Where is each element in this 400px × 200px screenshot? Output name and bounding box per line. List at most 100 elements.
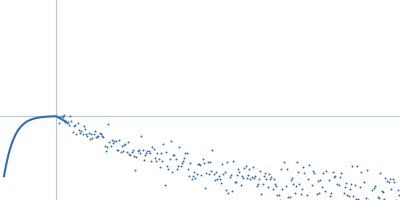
Point bbox=[305, 178, 311, 181]
Point bbox=[234, 173, 240, 176]
Point bbox=[354, 164, 360, 167]
Point bbox=[190, 175, 196, 178]
Point bbox=[336, 184, 342, 187]
Point bbox=[340, 191, 347, 194]
Point bbox=[83, 132, 89, 136]
Point bbox=[136, 148, 142, 151]
Point bbox=[106, 140, 113, 143]
Point bbox=[95, 135, 102, 138]
Point bbox=[133, 156, 140, 159]
Point bbox=[246, 167, 252, 171]
Point bbox=[93, 136, 99, 139]
Point bbox=[62, 120, 68, 123]
Point bbox=[120, 149, 126, 152]
Point bbox=[61, 113, 67, 116]
Point bbox=[391, 181, 397, 184]
Point bbox=[343, 181, 349, 184]
Point bbox=[240, 177, 246, 180]
Point bbox=[105, 122, 112, 126]
Point bbox=[146, 149, 152, 152]
Point bbox=[57, 115, 64, 118]
Point bbox=[388, 187, 395, 191]
Point bbox=[225, 191, 232, 194]
Point bbox=[241, 167, 248, 170]
Point bbox=[108, 145, 114, 148]
Point bbox=[87, 138, 93, 141]
Point bbox=[163, 150, 169, 154]
Point bbox=[296, 182, 303, 185]
Point bbox=[250, 165, 256, 168]
Point bbox=[164, 164, 170, 167]
Point bbox=[209, 148, 216, 152]
Point bbox=[245, 174, 251, 177]
Point bbox=[322, 190, 328, 193]
Point bbox=[67, 115, 74, 118]
Point bbox=[317, 178, 324, 181]
Point bbox=[231, 180, 238, 184]
Point bbox=[94, 135, 100, 138]
Point bbox=[70, 130, 76, 133]
Point bbox=[381, 197, 387, 200]
Point bbox=[298, 193, 304, 196]
Point bbox=[138, 135, 144, 138]
Point bbox=[247, 177, 254, 180]
Point bbox=[141, 158, 147, 162]
Point bbox=[98, 133, 104, 136]
Point bbox=[148, 159, 154, 162]
Point bbox=[131, 155, 137, 158]
Point bbox=[365, 198, 371, 200]
Point bbox=[180, 159, 186, 163]
Point bbox=[244, 176, 250, 179]
Point bbox=[144, 150, 151, 153]
Point bbox=[160, 143, 167, 146]
Point bbox=[79, 133, 86, 136]
Point bbox=[364, 169, 370, 172]
Point bbox=[63, 122, 70, 125]
Point bbox=[142, 153, 148, 157]
Point bbox=[256, 178, 262, 181]
Point bbox=[228, 173, 234, 176]
Point bbox=[235, 167, 241, 171]
Point bbox=[154, 151, 160, 155]
Point bbox=[132, 169, 138, 172]
Point bbox=[215, 174, 222, 177]
Point bbox=[274, 193, 281, 196]
Point bbox=[66, 123, 72, 126]
Point bbox=[264, 186, 271, 189]
Point bbox=[324, 199, 331, 200]
Point bbox=[101, 145, 108, 148]
Point bbox=[285, 196, 292, 199]
Point bbox=[125, 140, 131, 144]
Point bbox=[306, 164, 312, 167]
Point bbox=[376, 196, 382, 199]
Point bbox=[386, 180, 392, 184]
Point bbox=[242, 165, 249, 168]
Point bbox=[162, 184, 168, 187]
Point bbox=[377, 172, 384, 175]
Point bbox=[177, 164, 184, 168]
Point bbox=[350, 195, 357, 198]
Point bbox=[253, 184, 260, 187]
Point bbox=[311, 172, 317, 175]
Point bbox=[277, 198, 283, 200]
Point bbox=[212, 178, 218, 181]
Point bbox=[263, 178, 270, 181]
Point bbox=[200, 157, 206, 160]
Point bbox=[186, 175, 192, 178]
Point bbox=[348, 183, 354, 186]
Point bbox=[362, 197, 369, 200]
Point bbox=[236, 170, 243, 173]
Point bbox=[229, 190, 235, 193]
Point bbox=[165, 167, 172, 171]
Point bbox=[300, 166, 306, 169]
Point bbox=[187, 161, 194, 165]
Point bbox=[331, 175, 337, 178]
Point bbox=[126, 152, 132, 156]
Point bbox=[92, 130, 98, 133]
Point bbox=[207, 161, 213, 164]
Point bbox=[334, 183, 341, 186]
Point bbox=[323, 169, 330, 173]
Point bbox=[223, 188, 229, 191]
Point bbox=[320, 171, 326, 174]
Point bbox=[60, 115, 66, 118]
